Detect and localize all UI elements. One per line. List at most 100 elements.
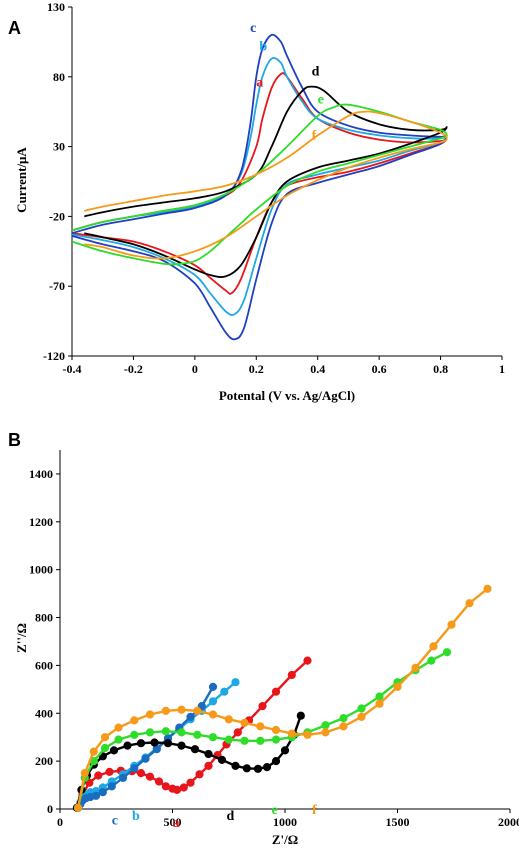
eis-y-tick-label: 600 bbox=[35, 658, 53, 672]
eis-series-e-point bbox=[375, 692, 384, 701]
eis-series-d-point bbox=[231, 761, 240, 770]
eis-x-tick-label: 500 bbox=[164, 815, 182, 829]
eis-series-e-point bbox=[427, 656, 436, 665]
cv-y-tick-label: -120 bbox=[43, 349, 65, 363]
eis-series-b-point bbox=[220, 687, 229, 696]
eis-series-b-point bbox=[208, 697, 218, 706]
eis-series-d-point bbox=[296, 711, 305, 720]
eis-curve-label-f: f bbox=[312, 803, 317, 818]
eis-x-axis-label: Z'/Ω bbox=[272, 832, 298, 847]
cv-y-tick-label: 130 bbox=[47, 0, 65, 14]
eis-series-a-point bbox=[94, 771, 103, 780]
eis-plot-area: 0 500 1000 1500 2000 0 200 400 600 800 1000 1200 140… bbox=[29, 450, 519, 831]
cv-y-axis-label: Current/μA bbox=[14, 147, 29, 213]
eis-series-f-point bbox=[465, 599, 474, 608]
eis-series-c-point bbox=[141, 754, 150, 763]
eis-series-e-point bbox=[256, 736, 265, 745]
eis-series-d-point bbox=[271, 757, 281, 766]
eis-y-tick-label: 200 bbox=[35, 754, 53, 768]
eis-series-f-point bbox=[224, 715, 233, 724]
eis-series-e-point bbox=[339, 714, 348, 723]
eis-series-c-point bbox=[91, 791, 101, 800]
cv-curve-label-d: d bbox=[312, 64, 320, 79]
eis-series-d-point bbox=[242, 764, 251, 773]
eis-y-tick-label: 1400 bbox=[29, 467, 53, 481]
eis-series-f-point bbox=[193, 706, 202, 715]
cv-x-tick-label: 0.8 bbox=[433, 362, 448, 376]
eis-x-tick-label: 2000 bbox=[498, 815, 519, 829]
eis-series-a-point bbox=[154, 777, 164, 786]
eis-series-d-point bbox=[217, 755, 227, 764]
eis-series-f-point bbox=[145, 710, 155, 719]
eis-series-c-point bbox=[130, 764, 139, 773]
eis-series-d-point bbox=[163, 739, 173, 748]
eis-series-f-point bbox=[393, 682, 402, 691]
eis-series-e-point bbox=[177, 728, 186, 737]
eis-series-f-point bbox=[447, 620, 456, 629]
eis-y-tick-label: 800 bbox=[35, 611, 53, 625]
eis-series-a-point bbox=[271, 687, 281, 696]
eis-series-d-point bbox=[204, 749, 213, 759]
cv-y-tick-label: -20 bbox=[49, 209, 65, 223]
eis-series-c-point bbox=[186, 712, 195, 721]
eis-series-e-point bbox=[100, 743, 110, 753]
eis-series-a-point bbox=[303, 656, 312, 665]
eis-series-f-point bbox=[271, 725, 281, 735]
eis-y-tick-label: 1200 bbox=[29, 515, 53, 529]
eis-series-a-point bbox=[186, 778, 195, 787]
cv-curve-label-c: c bbox=[250, 21, 256, 36]
cv-x-axis-label: Potental (V vs. Ag/AgCl) bbox=[219, 388, 355, 403]
eis-series-a-point bbox=[233, 728, 242, 737]
eis-series-f-point bbox=[100, 733, 110, 742]
cv-plot-area: -0.4 -0.2 0 0.2 0.4 0.6 0.8 1 -120 -70 -20 30 80 130 c… bbox=[43, 0, 505, 376]
eis-series-f-point bbox=[339, 722, 348, 731]
eis-y-tick-label: 0 bbox=[47, 802, 53, 816]
eis-series-c-point bbox=[118, 773, 128, 782]
eis-chart: B 0 500 1000 1500 2000 0 200 400 600 800 1000 1200 1… bbox=[8, 430, 519, 847]
eis-series-a-point bbox=[258, 702, 267, 711]
cv-y-tick-label: -70 bbox=[49, 279, 65, 293]
panel-label-b: B bbox=[8, 430, 21, 450]
cv-curve-label-b: b bbox=[259, 39, 267, 54]
eis-series-d-point bbox=[280, 746, 290, 755]
cv-series-f-line bbox=[84, 110, 448, 260]
eis-series-a-point bbox=[287, 670, 296, 680]
eis-series-f-point bbox=[357, 712, 366, 721]
eis-y-axis-label: Z''/Ω bbox=[14, 623, 29, 653]
eis-series-f-point bbox=[256, 722, 265, 731]
eis-series-f-point bbox=[114, 723, 123, 732]
eis-series-f-point bbox=[161, 706, 170, 715]
eis-series-a-point bbox=[161, 782, 170, 791]
cv-curve-label-e: e bbox=[318, 92, 324, 107]
eis-series-d-point bbox=[177, 741, 186, 750]
eis-series-e-line bbox=[76, 651, 448, 809]
eis-series-a-point bbox=[179, 783, 188, 792]
cv-series-d-line bbox=[84, 85, 448, 278]
eis-series-b-point bbox=[231, 678, 240, 687]
eis-x-tick-label: 0 bbox=[57, 815, 63, 829]
eis-series-a-point bbox=[172, 785, 182, 794]
eis-series-a-point bbox=[136, 769, 146, 778]
eis-series-f-point bbox=[321, 728, 330, 737]
eis-series-f-point bbox=[80, 769, 89, 778]
eis-series-f-point bbox=[177, 705, 186, 714]
cv-x-tick-label: -0.2 bbox=[124, 362, 143, 376]
cv-series-e-line bbox=[71, 103, 448, 266]
eis-curve-label-b: b bbox=[132, 809, 140, 824]
eis-curve-label-a: a bbox=[173, 816, 180, 831]
cv-x-tick-label: 0.2 bbox=[249, 362, 264, 376]
eis-series-e-point bbox=[161, 727, 170, 736]
cv-y-tick-label: 80 bbox=[53, 70, 65, 84]
eis-series-f-point bbox=[240, 718, 249, 727]
eis-series-d-point bbox=[123, 741, 132, 750]
eis-series-f-point bbox=[483, 584, 492, 593]
eis-series-f-point bbox=[375, 699, 384, 708]
eis-series-f-point bbox=[130, 716, 139, 725]
cv-curve-label-f: f bbox=[312, 129, 317, 144]
eis-series-c-point bbox=[152, 745, 161, 754]
eis-series-c-point bbox=[98, 788, 107, 797]
eis-series-d-point bbox=[136, 739, 146, 748]
cv-y-tick-label: 30 bbox=[53, 140, 65, 154]
cv-x-tick-label: 0 bbox=[192, 362, 198, 376]
eis-series-e-point bbox=[208, 733, 218, 742]
